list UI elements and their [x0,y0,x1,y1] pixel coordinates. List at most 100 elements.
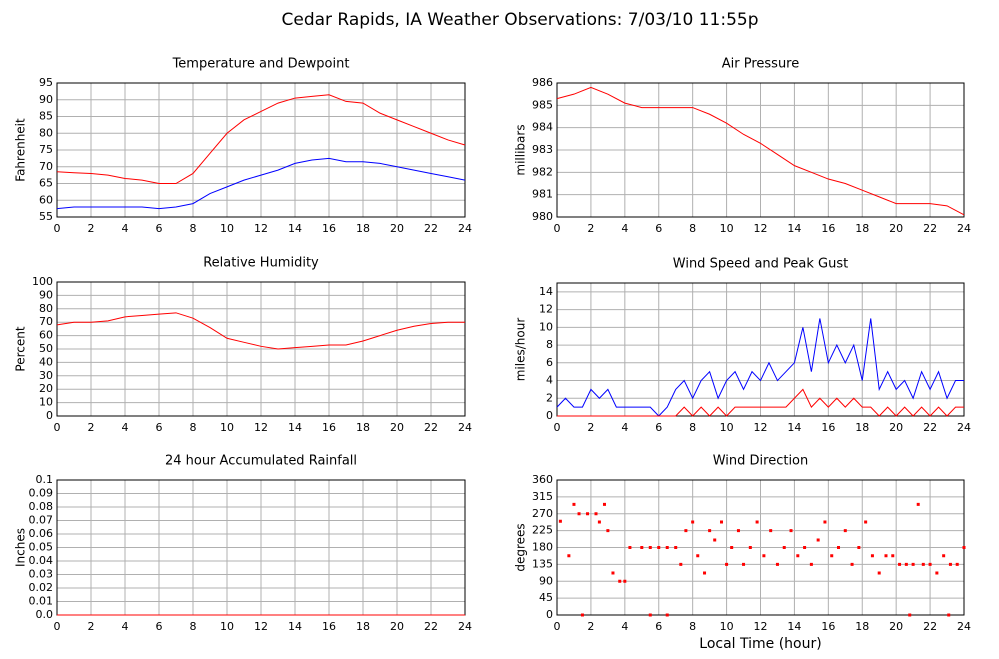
x-tick-label: 16 [322,620,336,633]
x-tick-label: 20 [390,620,404,633]
data-line [56,157,466,210]
y-tick-label: 0.05 [29,541,54,554]
data-point [911,562,915,566]
y-tick-label: 315 [532,490,553,503]
data-point [877,571,881,575]
x-tick-label: 8 [689,222,696,235]
x-tick-label: 6 [156,222,163,235]
figure-title: Cedar Rapids, IA Weather Observations: 7… [281,10,758,30]
x-tick-label: 6 [655,421,662,434]
data-point [908,613,912,617]
data-point [736,529,740,533]
x-tick-label: 6 [156,620,163,633]
x-tick-label: 14 [787,620,801,633]
data-point [803,546,807,549]
data-point [618,579,622,583]
data-point [898,562,902,566]
x-tick-label: 22 [923,421,937,434]
x-tick-label: 24 [458,421,472,434]
data-point [691,520,695,524]
y-axis-label: Inches [14,528,28,567]
y-tick-label: 8 [546,338,553,351]
y-tick-label: 0.09 [29,487,54,500]
x-axis-label: Local Time (hour) [699,636,821,652]
x-tick-label: 12 [254,222,268,235]
x-tick-label: 24 [458,620,472,633]
data-line [56,312,465,350]
y-tick-label: 14 [539,285,553,298]
chart-title: Wind Direction [713,454,809,469]
y-tick-label: 0.06 [29,527,54,540]
data-point [884,554,888,558]
x-tick-label: 10 [720,421,734,434]
chart-title: 24 hour Accumulated Rainfall [165,454,357,469]
data-point [789,529,793,533]
data-point [742,562,746,566]
y-tick-label: 40 [39,355,53,368]
data-point [648,546,652,549]
x-tick-label: 18 [855,421,869,434]
x-tick-label: 24 [957,222,971,235]
data-point [577,512,581,516]
data-point [755,520,759,524]
y-tick-label: 60 [39,329,53,342]
y-tick-label: 100 [32,275,53,288]
x-tick-label: 2 [88,222,95,235]
data-point [623,579,627,583]
data-point [928,562,932,566]
y-axis-label: Fahrenheit [14,118,28,182]
data-point [850,562,854,566]
y-tick-label: 85 [39,110,53,123]
y-tick-label: 90 [539,574,553,587]
y-tick-label: 0 [46,409,53,422]
x-tick-label: 12 [754,222,768,235]
y-tick-label: 30 [39,369,53,382]
x-tick-label: 22 [923,222,937,235]
data-point [597,520,601,524]
y-tick-label: 55 [39,210,53,223]
data-point [916,502,920,506]
data-point [843,529,847,533]
x-tick-label: 16 [322,222,336,235]
data-point [904,562,908,566]
x-tick-label: 0 [554,421,561,434]
x-tick-label: 2 [88,421,95,434]
data-point [606,529,610,533]
y-tick-label: 983 [532,143,553,156]
data-point [640,546,644,549]
x-tick-label: 4 [621,421,628,434]
x-tick-label: 22 [424,421,438,434]
data-point [713,538,717,542]
data-point [665,546,669,549]
data-point [962,546,966,549]
y-tick-label: 0.07 [29,514,54,527]
y-tick-label: 0.03 [29,568,54,581]
x-tick-label: 18 [356,222,370,235]
chart-title: Wind Speed and Peak Gust [673,257,848,272]
y-tick-label: 180 [532,541,553,554]
data-point [602,502,606,506]
x-tick-label: 4 [122,421,129,434]
data-point [708,529,712,533]
x-tick-label: 6 [655,222,662,235]
x-tick-label: 22 [424,620,438,633]
x-tick-label: 12 [254,421,268,434]
data-point [857,546,861,549]
x-tick-label: 2 [88,620,95,633]
x-tick-label: 18 [356,620,370,633]
chart-title: Air Pressure [722,57,800,72]
y-tick-label: 50 [39,342,53,355]
x-tick-label: 8 [689,620,696,633]
y-tick-label: 980 [532,210,553,223]
y-axis-label: millibars [514,124,528,175]
y-tick-label: 20 [39,382,53,395]
data-point [809,562,813,566]
y-tick-label: 2 [546,391,553,404]
data-point [611,571,615,575]
x-tick-label: 12 [254,620,268,633]
data-point [586,512,590,516]
x-tick-label: 8 [190,620,197,633]
y-tick-label: 981 [532,188,553,201]
